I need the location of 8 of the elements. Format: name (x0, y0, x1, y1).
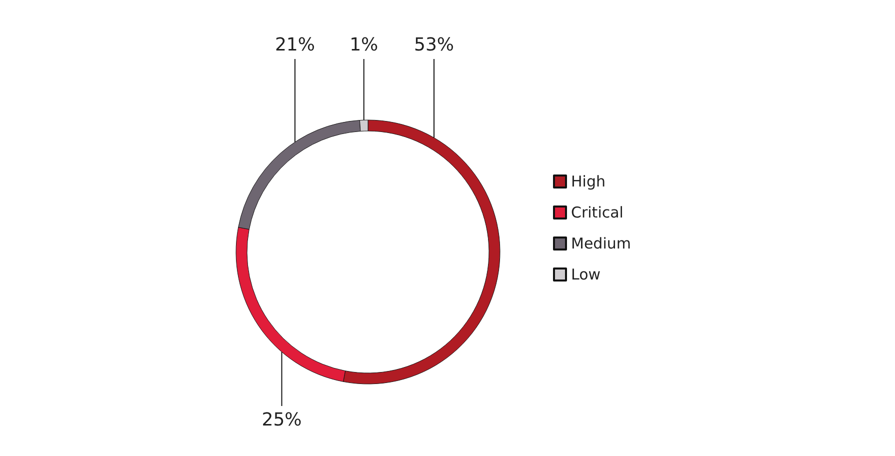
legend-label: Low (571, 266, 601, 284)
legend-label: Medium (571, 234, 631, 252)
data-label: 1% (350, 34, 378, 56)
data-label: 21% (274, 34, 315, 56)
legend-label: Critical (571, 204, 624, 222)
data-label: 25% (262, 410, 302, 430)
data-label: 53% (414, 34, 454, 56)
legend-label: High (571, 172, 606, 190)
